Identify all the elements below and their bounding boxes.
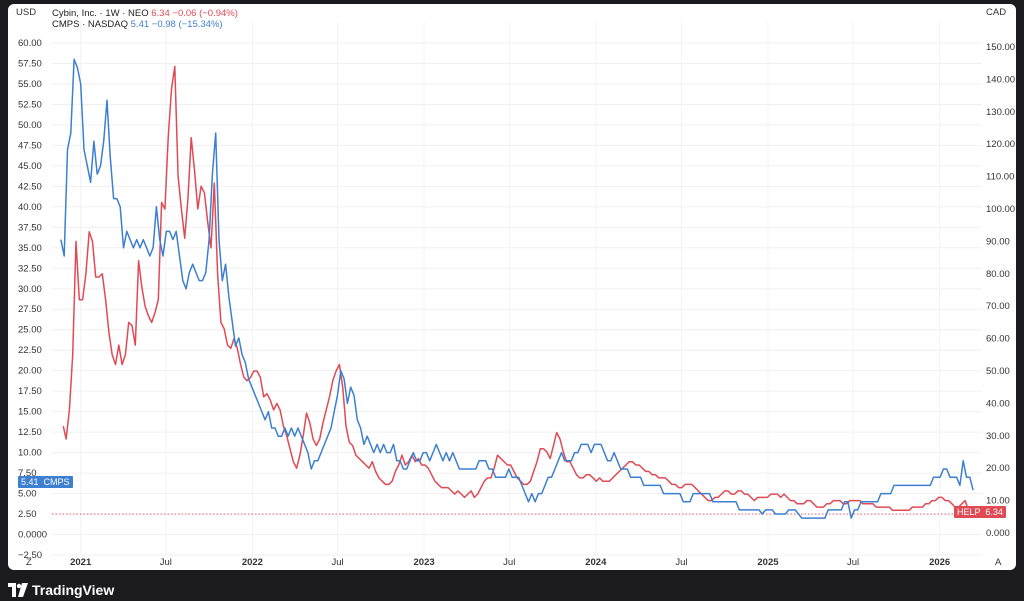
legend-row-cmps[interactable]: CMPS · NASDAQ 5.41 −0.98 (−15.34%)	[52, 19, 238, 30]
chart-frame: 60.00 57.50 55.00 52.50 50.00 47.50 45.00 42.50…	[8, 4, 1016, 570]
right-tick-label: 140.00	[986, 74, 1015, 85]
right-tick-label: 120.00	[986, 139, 1015, 150]
left-tick-label: 37.50	[18, 222, 42, 233]
right-tick-label: 40.00	[986, 398, 1010, 409]
right-axis-unit: CAD	[986, 7, 1006, 18]
legend-name: Cybin, Inc. · 1W · NEO	[52, 8, 149, 19]
left-tick-label: 0.0000	[18, 530, 47, 541]
left-tick-label: 5.00	[18, 489, 37, 500]
left-tick-label: 30.00	[18, 284, 42, 295]
left-tick-label: 60.00	[18, 38, 42, 49]
right-axis: 150.00 140.00 130.00 120.00 110.00 100.00 90.0…	[986, 42, 1015, 539]
tradingview-logo-icon	[8, 583, 28, 597]
series-line-cybin[interactable]	[62, 65, 973, 514]
badge-value: 6.34	[985, 507, 1003, 518]
left-tick-label: 22.50	[18, 345, 42, 356]
time-tick-label: 2021	[70, 557, 92, 568]
time-tick-label: Jul	[160, 557, 172, 568]
time-tick-label: 2024	[585, 557, 607, 568]
left-tick-label: 10.00	[18, 448, 42, 459]
right-tick-label: 70.00	[986, 301, 1010, 312]
right-tick-label: 90.00	[986, 236, 1010, 247]
right-tick-label: 50.00	[986, 366, 1010, 377]
left-tick-label: 52.50	[18, 99, 42, 110]
left-tick-label: 27.50	[18, 304, 42, 315]
left-tick-label: −2.50	[18, 550, 42, 561]
left-tick-label: 55.00	[18, 79, 42, 90]
cmps-price-badge: 5.41 CMPS	[18, 476, 73, 489]
right-tick-label: 0.000	[986, 528, 1010, 539]
left-tick-label: 12.50	[18, 427, 42, 438]
badge-value: 5.41	[21, 477, 39, 488]
time-tick-label: Jul	[503, 557, 515, 568]
badge-label: CMPS	[43, 477, 70, 488]
time-tick-label: Jul	[847, 557, 859, 568]
legend-name: CMPS · NASDAQ	[52, 19, 129, 30]
legend-value: 6.34	[151, 8, 170, 19]
left-tick-label: 47.50	[18, 140, 42, 151]
series-line-cmps[interactable]	[60, 58, 974, 519]
left-tick-label: 2.50	[18, 509, 37, 520]
left-tick-label: 20.00	[18, 366, 42, 377]
footer: TradingView	[8, 580, 114, 600]
right-tick-label: 130.00	[986, 107, 1015, 118]
left-tick-label: 50.00	[18, 120, 42, 131]
left-tick-label: 57.50	[18, 58, 42, 69]
legend-row-cybin[interactable]: Cybin, Inc. · 1W · NEO 6.34 −0.06 (−0.94…	[52, 8, 238, 19]
left-tick-label: 25.00	[18, 325, 42, 336]
corner-label-right: A	[995, 557, 1002, 568]
legend-change: −0.98 (−15.34%)	[151, 19, 223, 30]
chart-legend: Cybin, Inc. · 1W · NEO 6.34 −0.06 (−0.94…	[52, 8, 238, 30]
right-tick-label: 150.00	[986, 42, 1015, 53]
left-tick-label: 45.00	[18, 161, 42, 172]
time-tick-label: 2026	[929, 557, 950, 568]
left-tick-label: 32.50	[18, 263, 42, 274]
time-tick-label: 2025	[757, 557, 779, 568]
cybin-price-badge: HELP 6.34	[954, 506, 1006, 519]
left-tick-label: 35.00	[18, 243, 42, 254]
left-tick-label: 17.50	[18, 386, 42, 397]
tradingview-brand: TradingView	[32, 582, 115, 598]
right-tick-label: 60.00	[986, 334, 1010, 345]
right-tick-label: 20.00	[986, 463, 1010, 474]
right-tick-label: 30.00	[986, 431, 1010, 442]
right-tick-label: 100.00	[986, 204, 1015, 215]
time-tick-label: 2023	[414, 557, 435, 568]
left-axis: 60.00 57.50 55.00 52.50 50.00 47.50 45.00 42.50…	[18, 38, 47, 561]
right-tick-label: 80.00	[986, 269, 1010, 280]
left-tick-label: 15.00	[18, 407, 42, 418]
right-tick-label: 110.00	[986, 172, 1014, 183]
left-axis-unit: USD	[16, 7, 36, 18]
time-tick-label: Jul	[331, 557, 343, 568]
price-chart[interactable]: 60.00 57.50 55.00 52.50 50.00 47.50 45.00 42.50…	[8, 4, 1016, 570]
time-tick-label: 2022	[242, 557, 263, 568]
left-tick-label: 7.50	[18, 468, 37, 479]
badge-label: HELP	[957, 507, 981, 518]
series-lines	[60, 58, 974, 519]
legend-value: 5.41	[130, 19, 150, 30]
time-axis: 2021 Jul 2022 Jul 2023 Jul 2024 Jul 2025 Jul 2026	[70, 557, 950, 568]
left-tick-label: 40.00	[18, 202, 42, 213]
left-tick-label: 42.50	[18, 181, 42, 192]
legend-change: −0.06 (−0.94%)	[172, 8, 238, 19]
right-tick-label: 10.00	[986, 496, 1010, 507]
chart-grid	[52, 22, 982, 556]
time-tick-label: Jul	[675, 557, 687, 568]
corner-label-left: Z	[26, 557, 32, 568]
